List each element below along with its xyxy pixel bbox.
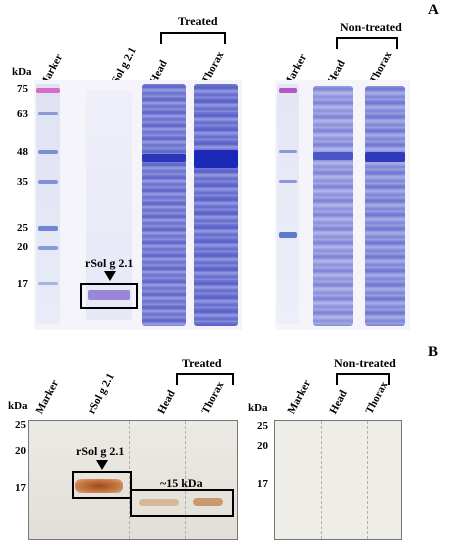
lane-divider — [367, 421, 368, 539]
mw-20: 20 — [17, 241, 28, 253]
fifteen-kda-annotation: ~15 kDa — [160, 476, 203, 490]
rsol-lane — [86, 90, 132, 320]
mw-25: 25 — [17, 222, 28, 234]
arrow-down-icon — [96, 460, 108, 470]
marker2-band-48 — [279, 150, 297, 153]
mw-35: 35 — [17, 176, 28, 188]
head-lane-a — [142, 84, 186, 326]
thorax-lane-a — [194, 84, 238, 326]
treated-label-b: Treated — [182, 356, 222, 370]
kda-label-b2: kDa — [248, 402, 268, 414]
rsol-band — [88, 290, 130, 300]
head-band-45 — [142, 154, 186, 162]
western-blot-right — [274, 420, 402, 540]
lane-label-marker-b: Marker — [33, 378, 62, 416]
thorax-band-45 — [194, 150, 238, 168]
panel-a-letter: A — [428, 2, 439, 18]
head2-lane-a — [313, 86, 353, 326]
wb-thorax-band — [193, 498, 223, 506]
lane-label-thorax-b: Thorax — [199, 379, 227, 416]
wb2-mw-17: 17 — [257, 478, 268, 490]
gel-a-right — [275, 80, 410, 330]
lane-divider — [129, 421, 130, 539]
lane-label-marker2-b: Marker — [285, 378, 314, 416]
thorax2-band-45 — [365, 152, 405, 162]
western-blot-left — [28, 420, 238, 540]
mw-75: 75 — [17, 83, 28, 95]
arrow-down-icon — [104, 271, 116, 281]
wb-mw-20: 20 — [15, 445, 26, 457]
mw-63: 63 — [17, 108, 28, 120]
lane-divider — [185, 421, 186, 539]
thorax2-lane-a — [365, 86, 405, 326]
wb2-mw-20: 20 — [257, 440, 268, 452]
panel-b-letter: B — [428, 344, 439, 360]
marker2-band-35 — [279, 180, 297, 183]
marker-lane — [36, 84, 60, 324]
marker2-band-25 — [279, 232, 297, 238]
lane-label-head-b: Head — [155, 388, 178, 416]
lane-label-head2-b: Head — [327, 388, 350, 416]
wb-mw-17: 17 — [15, 482, 26, 494]
rsol-box-b — [72, 471, 132, 499]
treated-label-a: Treated — [178, 14, 218, 28]
kda-label-b: kDa — [8, 400, 28, 412]
nontreated-bracket-b — [336, 373, 390, 385]
mw-48: 48 — [17, 146, 28, 158]
kda-label-a: kDa — [12, 66, 32, 78]
head2-band-45 — [313, 152, 353, 160]
marker-band-35 — [38, 180, 58, 184]
rsol-annotation-b: rSol g 2.1 — [76, 444, 125, 458]
wb2-mw-25: 25 — [257, 420, 268, 432]
treated-bracket-a — [160, 32, 226, 44]
rsol-box-a — [80, 283, 138, 309]
nontreated-label-b: Non-treated — [334, 356, 396, 370]
rsol-annotation-a: rSol g 2.1 — [85, 256, 134, 270]
marker-band-75 — [36, 88, 60, 93]
lane-label-rsol-b: rSol g 2.1 — [85, 371, 117, 416]
fifteen-kda-box — [130, 489, 234, 517]
marker2-band-75 — [279, 88, 297, 93]
marker-band-17 — [38, 282, 58, 285]
wb-head-band — [139, 499, 179, 506]
marker2-lane — [277, 84, 299, 324]
wb-mw-25: 25 — [15, 419, 26, 431]
marker-band-20 — [38, 246, 58, 250]
mw-17: 17 — [17, 278, 28, 290]
gel-a-left — [34, 80, 242, 330]
marker-band-48 — [38, 150, 58, 154]
lane-divider — [321, 421, 322, 539]
marker-band-25 — [38, 226, 58, 231]
nontreated-bracket-a — [336, 37, 398, 49]
marker-band-63 — [38, 112, 58, 115]
lane-label-thorax2-b: Thorax — [363, 379, 391, 416]
nontreated-label-a: Non-treated — [340, 20, 402, 34]
treated-bracket-b — [176, 373, 234, 385]
wb-rsol-band — [75, 479, 123, 493]
